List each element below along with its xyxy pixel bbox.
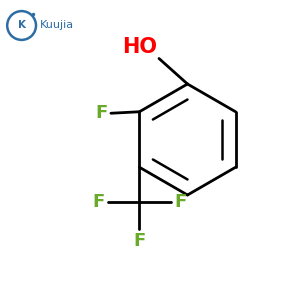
Text: F: F bbox=[175, 193, 187, 211]
Text: Kuujia: Kuujia bbox=[40, 20, 74, 30]
Text: F: F bbox=[92, 193, 104, 211]
Text: F: F bbox=[133, 232, 145, 250]
Text: HO: HO bbox=[122, 37, 158, 57]
Text: F: F bbox=[95, 104, 107, 122]
Text: K: K bbox=[18, 20, 26, 31]
